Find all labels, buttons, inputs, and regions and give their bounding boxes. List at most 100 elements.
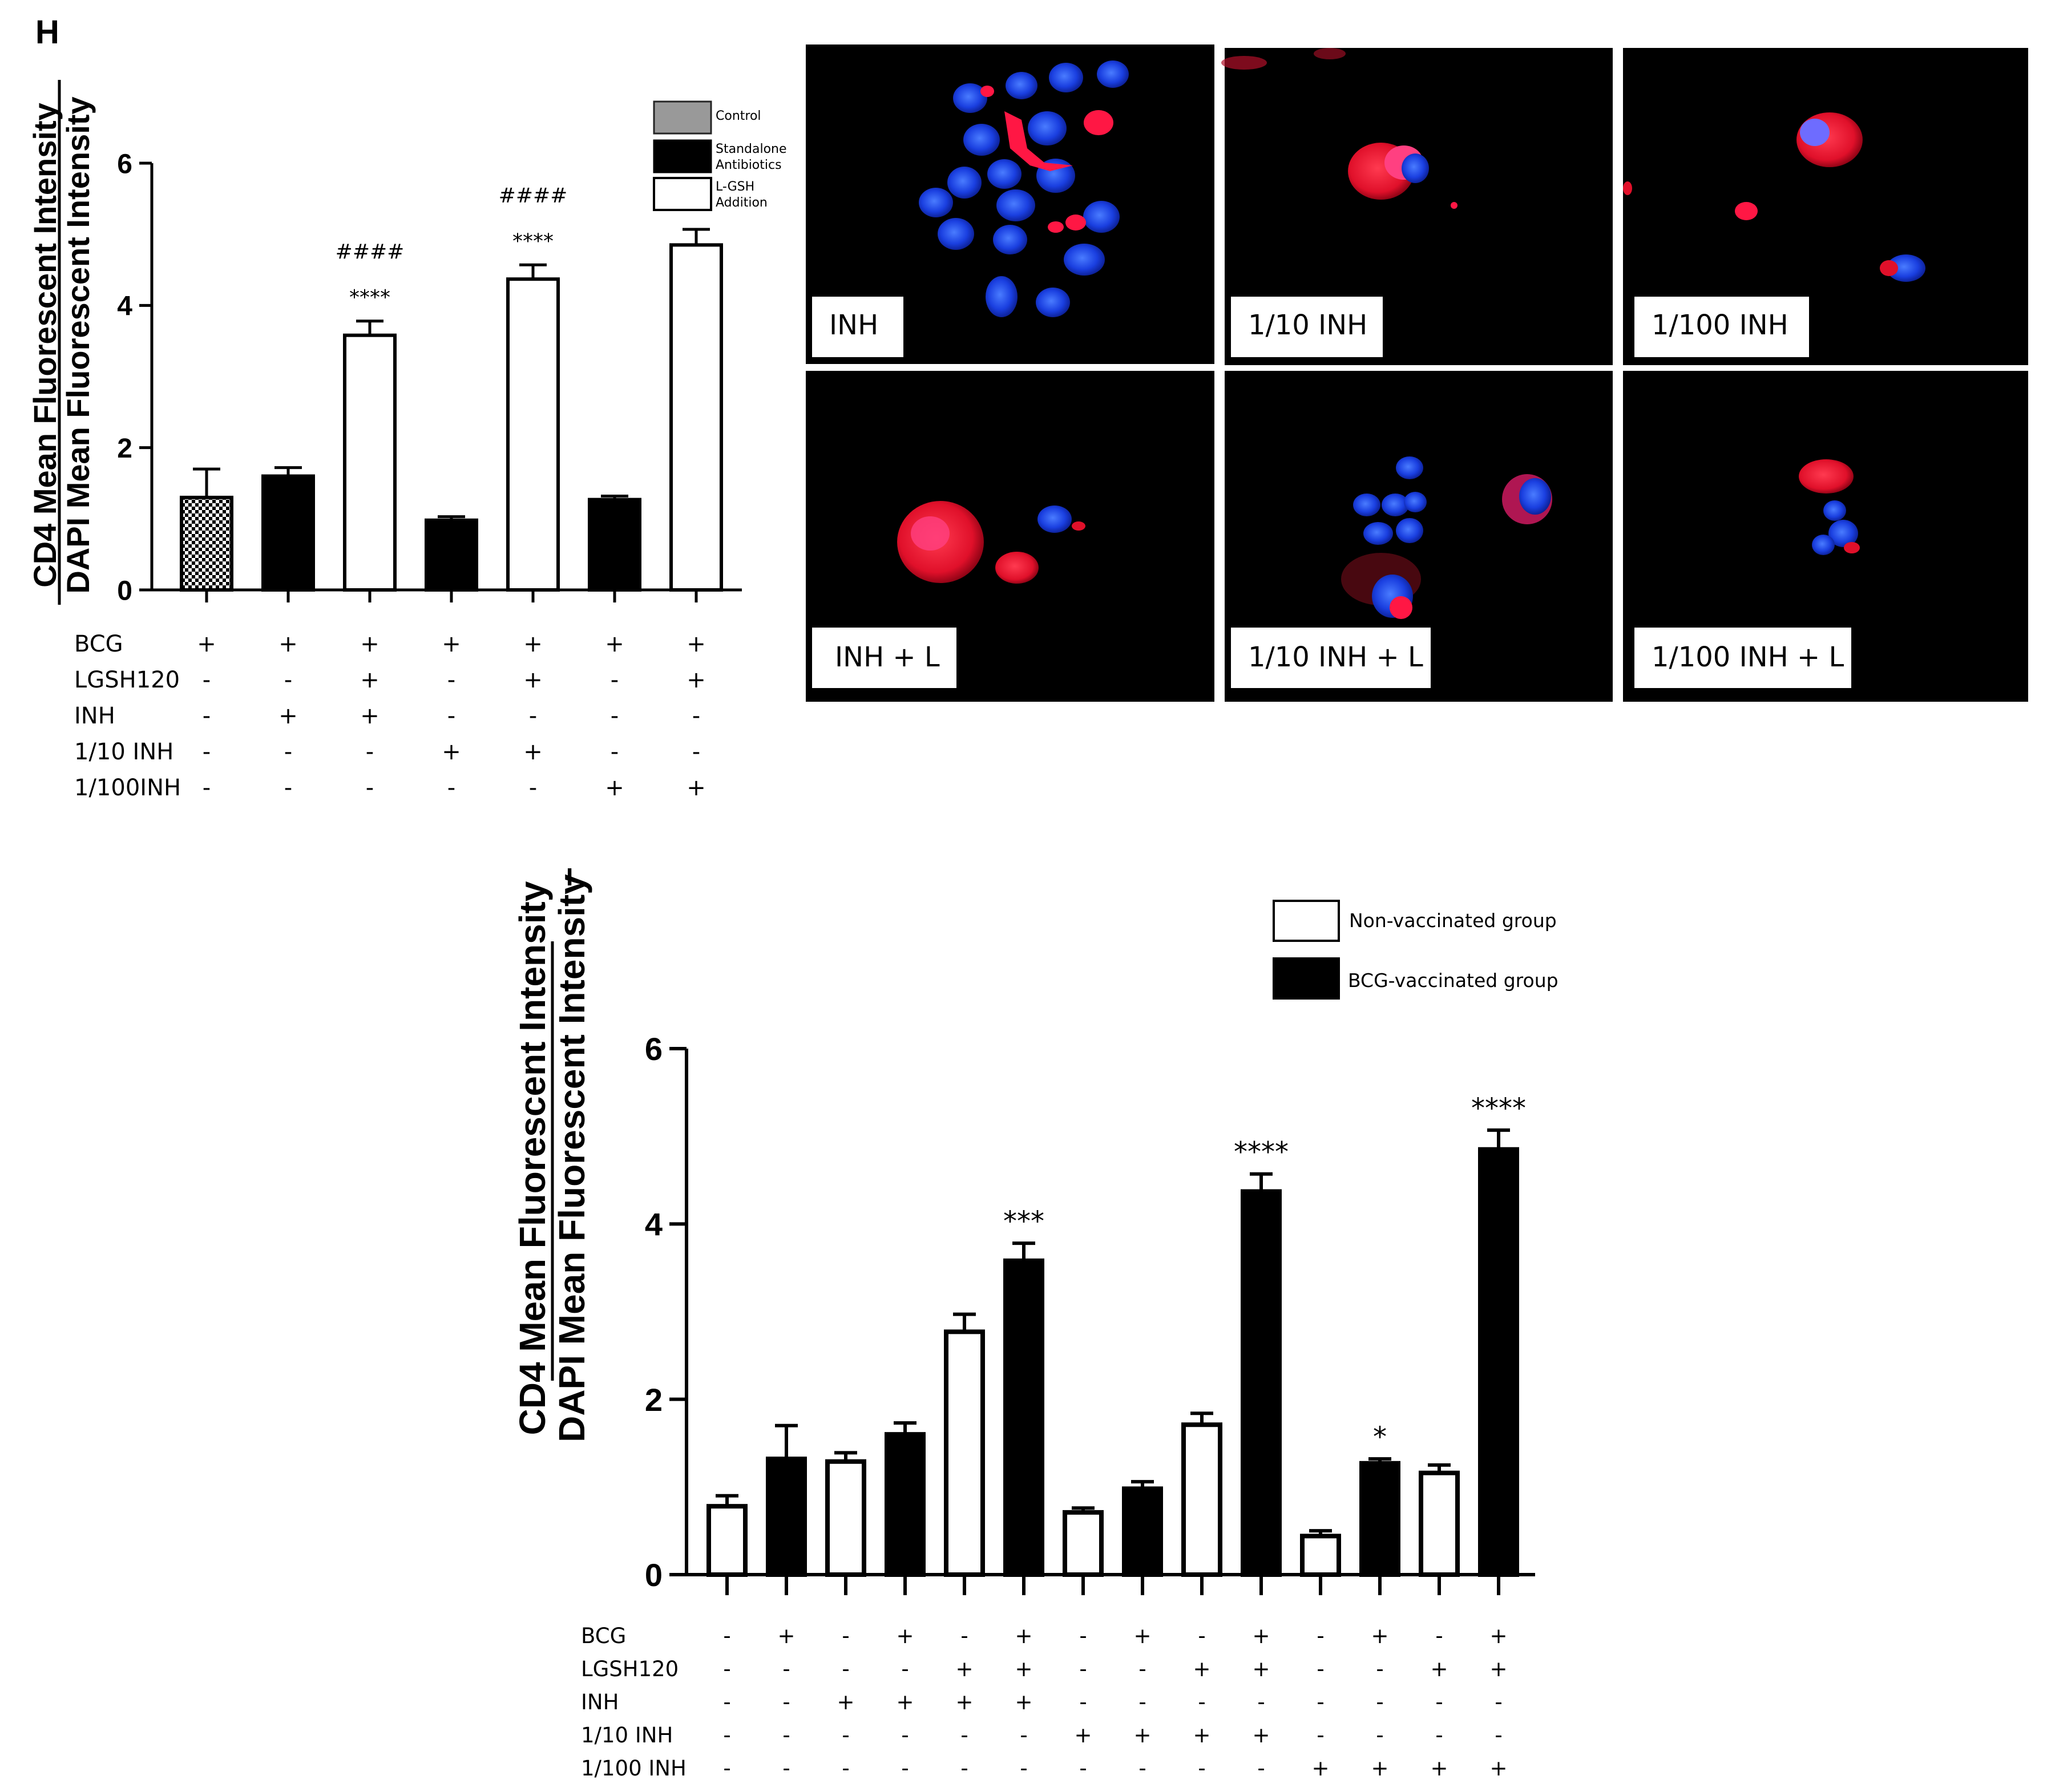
- condition-sign: -: [723, 1690, 730, 1714]
- condition-sign: -: [1495, 1690, 1502, 1714]
- condition-sign: -: [1376, 1723, 1383, 1747]
- significance-label: ***: [1003, 1206, 1044, 1237]
- condition-label: INH: [581, 1690, 619, 1714]
- panel-i-letter: I: [566, 863, 573, 891]
- legend-label-bcg-vaccinated: BCG-vaccinated group: [1348, 969, 1559, 992]
- condition-sign: -: [1020, 1756, 1027, 1781]
- hash-significance-label: ####: [336, 240, 405, 264]
- condition-sign: -: [529, 703, 537, 729]
- condition-sign: +: [687, 775, 706, 801]
- condition-sign: +: [442, 739, 461, 765]
- bar: [706, 1504, 748, 1577]
- condition-sign: -: [611, 667, 619, 693]
- condition-sign: -: [1198, 1756, 1205, 1781]
- legend-label-non-vaccinated: Non-vaccinated group: [1349, 909, 1557, 932]
- micrograph-label: 1/100 INH + L: [1652, 641, 1844, 673]
- legend-label-lgsh-1: L-GSH: [716, 180, 754, 194]
- micrograph-label: 1/10 INH: [1248, 309, 1367, 341]
- panel-i-ylabel: CD4 Mean Fluorescent Intensity DAPI Mean…: [512, 874, 592, 1442]
- condition-sign: -: [529, 775, 537, 801]
- condition-sign: -: [366, 739, 374, 765]
- bar: [1419, 1470, 1460, 1577]
- micrograph-1-10-inh-l: 1/10 INH + L: [1225, 371, 1613, 702]
- bar: [1359, 1461, 1400, 1577]
- micrograph-label-box: [1634, 628, 1851, 688]
- micrograph-label-box: [1231, 297, 1383, 357]
- condition-label: LGSH120: [74, 667, 180, 693]
- legend-label-antibiotics-1: Standalone: [716, 142, 787, 156]
- micrograph-label: 1/10 INH + L: [1248, 641, 1423, 673]
- panel-i-ylabel-denominator: DAPI Mean Fluorescent Intensity: [551, 874, 592, 1442]
- condition-sign: +: [687, 667, 706, 693]
- significance-label: ****: [512, 229, 554, 253]
- condition-sign: -: [1317, 1624, 1324, 1648]
- condition-sign: -: [842, 1723, 849, 1747]
- panel-h-ylabel: CD4 Mean Fluorescent Intensity DAPI Mean…: [27, 80, 96, 605]
- panel-i-ylabel-numerator: CD4 Mean Fluorescent Intensity: [512, 881, 553, 1435]
- condition-sign: +: [1015, 1657, 1032, 1681]
- condition-sign: -: [960, 1624, 968, 1648]
- bar: [506, 277, 560, 592]
- condition-sign: +: [955, 1657, 973, 1681]
- condition-sign: -: [1257, 1690, 1265, 1714]
- condition-sign: -: [284, 775, 292, 801]
- condition-sign: -: [611, 739, 619, 765]
- condition-label: BCG: [74, 631, 123, 657]
- condition-sign: -: [203, 703, 211, 729]
- legend-label-lgsh-2: Addition: [716, 196, 768, 210]
- condition-sign: +: [1430, 1657, 1448, 1681]
- condition-sign: +: [1252, 1624, 1270, 1648]
- condition-sign: +: [1193, 1723, 1210, 1747]
- legend-label-control: Control: [716, 109, 761, 123]
- condition-sign: -: [1495, 1723, 1502, 1747]
- condition-sign: -: [842, 1756, 849, 1781]
- legend-swatch-control: [653, 100, 712, 135]
- legend-swatch-bcg-vaccinated: [1273, 957, 1340, 1000]
- condition-sign: -: [284, 667, 292, 693]
- y-tick-label: 2: [117, 434, 132, 464]
- condition-sign: -: [1198, 1624, 1205, 1648]
- condition-sign: -: [782, 1690, 790, 1714]
- condition-sign: -: [203, 775, 211, 801]
- condition-sign: +: [523, 667, 543, 693]
- y-tick-label: 4: [645, 1206, 663, 1242]
- panel-h-letter: H: [35, 14, 59, 51]
- condition-sign: +: [1252, 1723, 1270, 1747]
- bar: [343, 333, 397, 592]
- micrograph-1-100-inh: 1/100 INH: [1623, 48, 2028, 365]
- bar: [825, 1459, 866, 1577]
- condition-sign: +: [523, 739, 543, 765]
- condition-sign: +: [1489, 1756, 1507, 1781]
- condition-sign: +: [837, 1690, 854, 1714]
- condition-sign: -: [203, 667, 211, 693]
- significance-label: ****: [349, 286, 390, 309]
- condition-sign: +: [1193, 1657, 1210, 1681]
- condition-sign: -: [1079, 1624, 1087, 1648]
- condition-sign: -: [1376, 1657, 1383, 1681]
- condition-sign: -: [1079, 1756, 1087, 1781]
- condition-sign: -: [284, 739, 292, 765]
- condition-sign: +: [523, 631, 543, 657]
- y-tick-label: 6: [645, 1031, 663, 1067]
- condition-sign: -: [723, 1624, 730, 1648]
- condition-sign: +: [278, 631, 298, 657]
- condition-sign: -: [366, 775, 374, 801]
- micrograph-inh-l: INH + L: [806, 371, 1214, 702]
- panel-h-ylabel-denominator: DAPI Mean Fluorescent Intensity: [60, 96, 96, 593]
- condition-sign: +: [896, 1690, 914, 1714]
- condition-sign: +: [605, 631, 624, 657]
- condition-label: LGSH120: [581, 1657, 679, 1681]
- micrograph-label-box: [1231, 628, 1431, 688]
- condition-sign: -: [692, 703, 700, 729]
- condition-label: INH: [74, 703, 115, 729]
- condition-sign: -: [723, 1723, 730, 1747]
- condition-sign: +: [687, 631, 706, 657]
- y-tick-label: 0: [117, 576, 132, 606]
- condition-sign: -: [1138, 1657, 1146, 1681]
- bar: [766, 1457, 807, 1577]
- condition-sign: +: [1489, 1624, 1507, 1648]
- cell-cluster: [919, 60, 1129, 317]
- bar: [885, 1432, 926, 1577]
- condition-sign: -: [1317, 1723, 1324, 1747]
- condition-sign: +: [605, 775, 624, 801]
